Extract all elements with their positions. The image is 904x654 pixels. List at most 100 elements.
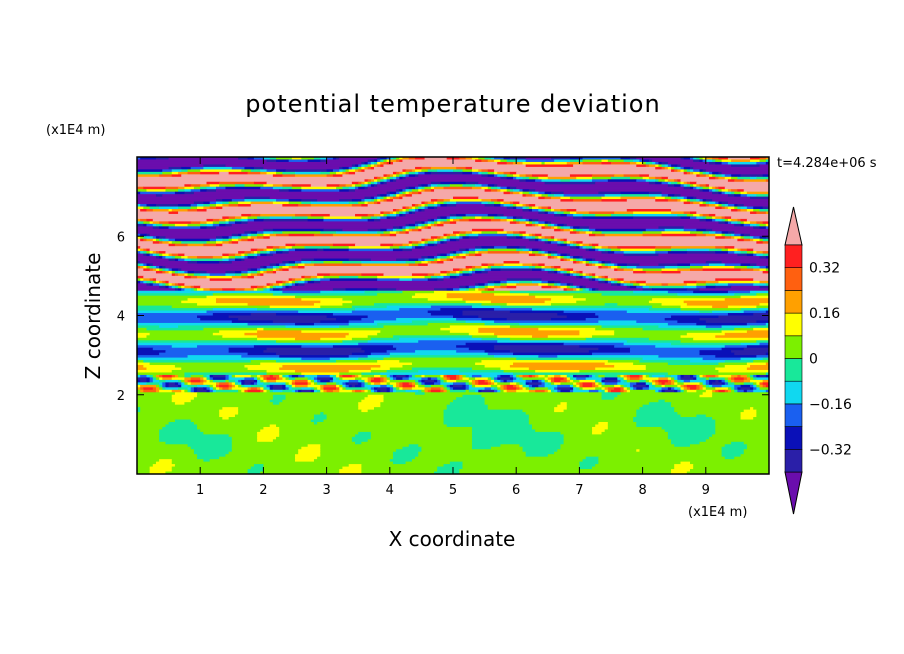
contour-cell: [677, 374, 682, 379]
contour-cell: [674, 389, 678, 393]
contour-cell: [222, 387, 230, 391]
contour-cell: [146, 283, 151, 287]
contour-cell: [633, 270, 647, 274]
contour-cell: [285, 374, 290, 379]
contour-cell: [705, 389, 713, 393]
contour-cell: [364, 161, 369, 166]
contour-cell: [560, 444, 675, 448]
contour-cell: [402, 384, 413, 388]
contour-cell: [595, 464, 675, 468]
contour-cell: [731, 389, 735, 393]
contour-cell: [367, 161, 372, 166]
contour-cell: [197, 389, 208, 393]
contour-cell: [633, 159, 641, 163]
contour-cell: [339, 389, 353, 393]
contour-cell: [664, 317, 701, 322]
contour-cell: [351, 164, 356, 168]
contour-cell: [715, 283, 729, 287]
contour-cell: [516, 221, 520, 225]
contour-cell: [708, 189, 713, 193]
contour-cell: [481, 171, 489, 175]
contour-cell: [471, 367, 501, 371]
contour-cell: [484, 379, 489, 383]
contour-cell: [437, 241, 441, 245]
contour-cell: [569, 246, 577, 250]
contour-cell: [137, 461, 157, 465]
contour-cell: [696, 228, 707, 232]
contour-cell: [219, 456, 296, 460]
contour-cell: [449, 275, 457, 279]
contour-cell: [671, 382, 675, 386]
contour-cell: [509, 337, 587, 341]
contour-cell: [746, 248, 754, 252]
contour-cell: [642, 176, 650, 180]
contour-cell: [547, 387, 552, 391]
contour-cell: [418, 258, 426, 262]
contour-cell: [690, 374, 694, 379]
contour-cell: [557, 256, 562, 260]
contour-cell: [367, 409, 445, 413]
contour-cell: [418, 174, 483, 178]
contour-cell: [411, 248, 460, 252]
contour-cell: [614, 263, 618, 267]
contour-cell: [626, 199, 656, 203]
contour-cell: [554, 377, 565, 381]
contour-cell: [655, 345, 726, 349]
contour-cell: [137, 365, 144, 369]
contour-cell: [288, 384, 293, 388]
contour-cell: [418, 186, 422, 190]
contour-cell: [206, 270, 227, 274]
contour-cell: [528, 189, 536, 193]
contour-cell: [547, 335, 593, 339]
contour-cell: [443, 409, 524, 413]
contour-cell: [579, 461, 599, 465]
contour-cell: [152, 236, 157, 240]
contour-cell: [585, 246, 593, 250]
contour-cell: [550, 191, 565, 195]
contour-cell: [197, 303, 249, 307]
contour-cell: [677, 169, 682, 173]
contour-cell: [522, 233, 530, 237]
contour-cell: [228, 347, 268, 351]
contour-cell: [585, 263, 590, 267]
contour-cell: [250, 169, 261, 173]
contour-cell: [664, 374, 672, 379]
contour-cell: [557, 449, 637, 453]
contour-cell: [446, 241, 546, 245]
contour-cell: [642, 374, 647, 379]
contour-cell: [503, 228, 555, 232]
contour-cell: [683, 166, 691, 170]
contour-cell: [671, 374, 678, 379]
contour-cell: [443, 221, 451, 225]
contour-cell: [193, 285, 201, 289]
contour-cell: [490, 382, 495, 386]
contour-cell: [310, 261, 325, 265]
contour-cell: [149, 377, 154, 381]
contour-cell: [506, 218, 514, 222]
contour-cell: [490, 268, 501, 272]
contour-cell: [759, 268, 767, 272]
contour-cell: [648, 382, 653, 386]
contour-cell: [449, 233, 457, 237]
contour-cell: [541, 161, 546, 166]
contour-cell: [487, 201, 495, 205]
contour-cell: [623, 280, 631, 284]
contour-cell: [481, 159, 489, 163]
contour-cell: [313, 303, 343, 307]
contour-cell: [765, 389, 769, 393]
contour-cell: [522, 374, 530, 379]
contour-cell: [743, 221, 751, 225]
contour-cell: [329, 278, 378, 282]
contour-cell: [490, 189, 498, 193]
contour-cell: [137, 273, 173, 277]
contour-cell: [535, 223, 539, 227]
contour-cell: [734, 231, 769, 235]
contour-cell: [614, 345, 656, 349]
contour-cell: [295, 454, 321, 458]
contour-cell: [140, 238, 144, 242]
contour-cell: [187, 171, 201, 175]
contour-cell: [430, 171, 464, 175]
contour-cell: [140, 265, 144, 270]
contour-cell: [629, 350, 701, 354]
contour-cell: [727, 290, 751, 294]
